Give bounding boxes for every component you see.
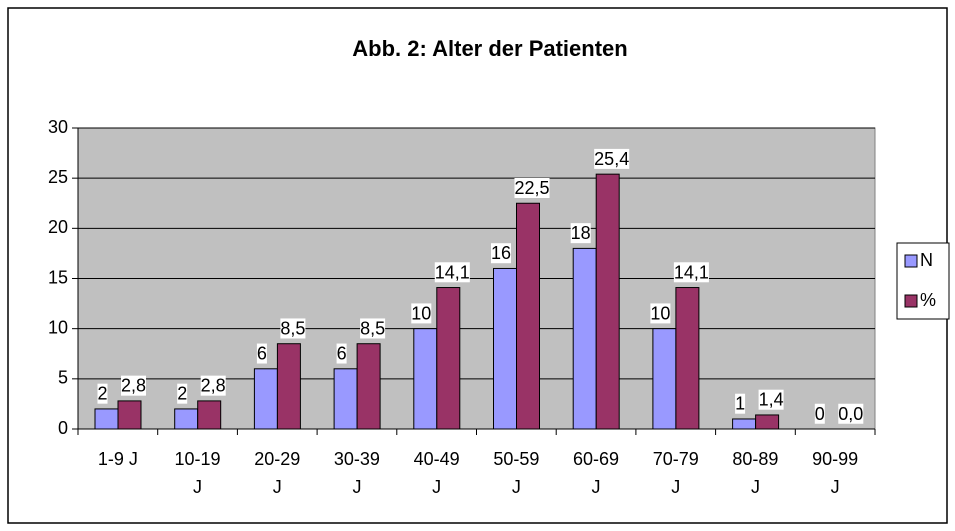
data-label: 16 xyxy=(491,243,511,263)
bar xyxy=(755,414,780,430)
data-label: 25,4 xyxy=(594,149,629,169)
data-label: 2,8 xyxy=(121,376,146,396)
x-tick-label: 40-49 J xyxy=(413,449,460,497)
x-tick-label: 80-89 J xyxy=(732,449,779,497)
label-background xyxy=(280,318,306,339)
label-background xyxy=(336,343,347,364)
label-background xyxy=(360,318,386,339)
data-label: 14,1 xyxy=(674,262,709,282)
y-tick-label: 15 xyxy=(48,267,68,287)
data-label: 0,0 xyxy=(838,404,863,424)
data-label: 2 xyxy=(177,384,187,404)
legend-swatch xyxy=(904,294,918,308)
bar xyxy=(516,202,540,430)
label-background xyxy=(434,262,470,283)
label-background xyxy=(673,262,709,283)
bar xyxy=(117,400,142,430)
bar xyxy=(94,408,119,430)
legend-label: % xyxy=(920,290,936,310)
bar xyxy=(675,287,700,430)
data-label: 6 xyxy=(257,344,267,364)
data-label: 10 xyxy=(411,303,431,323)
label-background xyxy=(256,343,267,364)
data-label: 1 xyxy=(735,394,745,414)
x-tick-label: 30-39 J xyxy=(333,449,380,497)
label-background xyxy=(570,223,591,244)
label-background xyxy=(97,383,108,404)
data-label: 10 xyxy=(650,303,670,323)
label-background xyxy=(490,243,512,264)
data-label: 6 xyxy=(337,344,347,364)
data-label: 22,5 xyxy=(514,178,549,198)
chart-title: Abb. 2: Alter der Patienten xyxy=(352,36,627,61)
bar xyxy=(732,418,757,430)
bar xyxy=(572,247,597,430)
bar xyxy=(276,343,301,430)
x-tick-label: 60-69 J xyxy=(573,449,620,497)
bar xyxy=(652,328,677,430)
x-tick-label: 20-29 J xyxy=(254,449,301,497)
bar xyxy=(595,173,620,430)
x-tick-label: 50-59 J xyxy=(493,449,540,497)
data-label: 2 xyxy=(97,384,107,404)
label-background xyxy=(177,383,188,404)
label-background xyxy=(735,393,746,414)
x-tick-label: 90-99 J xyxy=(812,449,859,497)
x-tick-label: 10-19 J xyxy=(174,449,221,497)
data-label: 0 xyxy=(815,404,825,424)
data-label: 1,4 xyxy=(759,390,784,410)
y-tick-label: 30 xyxy=(48,117,68,137)
y-tick-label: 5 xyxy=(58,368,68,388)
y-tick-label: 0 xyxy=(58,418,68,438)
bar xyxy=(174,408,199,430)
label-background xyxy=(814,403,825,424)
data-label: 8,5 xyxy=(360,318,385,338)
data-label: 14,1 xyxy=(435,262,470,282)
label-background xyxy=(838,403,864,424)
bar xyxy=(197,400,222,430)
data-label: 8,5 xyxy=(280,318,305,338)
legend-swatch xyxy=(904,254,918,268)
label-background xyxy=(411,303,432,324)
label-background xyxy=(650,303,671,324)
bar xyxy=(333,368,358,430)
data-label: 18 xyxy=(571,223,591,243)
label-background xyxy=(200,375,226,396)
bar xyxy=(253,368,278,430)
bar xyxy=(413,328,438,430)
label-background xyxy=(514,178,550,198)
bar xyxy=(436,287,461,430)
label-background xyxy=(120,375,147,396)
x-tick-label: 70-79 J xyxy=(652,449,699,497)
data-label: 2,8 xyxy=(201,376,226,396)
bar xyxy=(356,343,381,430)
y-tick-label: 10 xyxy=(48,317,68,337)
bar xyxy=(493,267,517,430)
legend-label: N xyxy=(920,250,933,270)
y-tick-label: 20 xyxy=(48,217,68,237)
y-tick-label: 25 xyxy=(48,167,68,187)
label-background xyxy=(758,389,784,410)
x-tick-label: 1-9 J xyxy=(97,449,138,469)
label-background xyxy=(594,148,630,169)
